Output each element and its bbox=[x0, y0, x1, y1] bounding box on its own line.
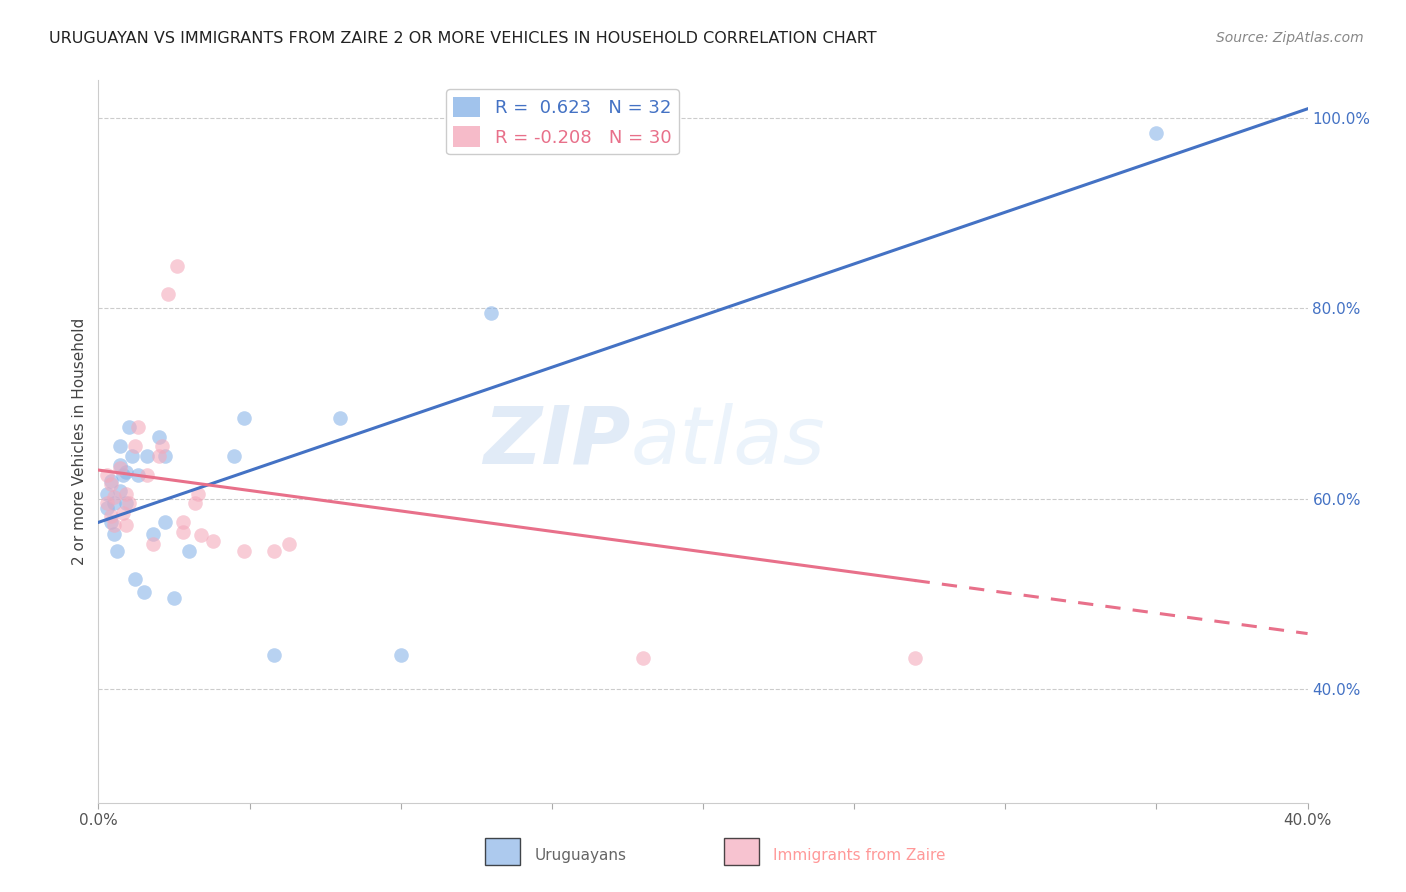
Point bbox=[148, 430, 170, 444]
Point bbox=[124, 573, 146, 587]
Point bbox=[108, 483, 131, 498]
Point bbox=[1144, 126, 1167, 140]
Point bbox=[187, 487, 209, 501]
Point bbox=[127, 467, 149, 482]
Point bbox=[184, 496, 207, 510]
Text: URUGUAYAN VS IMMIGRANTS FROM ZAIRE 2 OR MORE VEHICLES IN HOUSEHOLD CORRELATION C: URUGUAYAN VS IMMIGRANTS FROM ZAIRE 2 OR … bbox=[49, 31, 877, 46]
Point bbox=[103, 496, 125, 510]
Point bbox=[148, 449, 170, 463]
Point bbox=[153, 516, 176, 530]
Point bbox=[150, 439, 173, 453]
Point bbox=[96, 487, 118, 501]
Point bbox=[111, 467, 134, 482]
Point bbox=[127, 420, 149, 434]
Text: ZIP: ZIP bbox=[484, 402, 630, 481]
FancyBboxPatch shape bbox=[724, 838, 759, 865]
Point bbox=[118, 496, 141, 510]
Point bbox=[232, 544, 254, 558]
Text: Immigrants from Zaire: Immigrants from Zaire bbox=[773, 848, 946, 863]
Point bbox=[153, 449, 176, 463]
Point bbox=[105, 544, 128, 558]
Point bbox=[224, 449, 246, 463]
Point bbox=[481, 306, 503, 320]
Point bbox=[103, 518, 125, 533]
Point bbox=[96, 501, 118, 516]
Point bbox=[135, 467, 157, 482]
Point bbox=[904, 651, 927, 665]
Point bbox=[100, 477, 122, 491]
Point bbox=[96, 467, 118, 482]
Point bbox=[103, 526, 125, 541]
Point bbox=[263, 544, 285, 558]
FancyBboxPatch shape bbox=[485, 838, 520, 865]
Legend: R =  0.623   N = 32, R = -0.208   N = 30: R = 0.623 N = 32, R = -0.208 N = 30 bbox=[446, 89, 679, 154]
Y-axis label: 2 or more Vehicles in Household: 2 or more Vehicles in Household bbox=[72, 318, 87, 566]
Point bbox=[329, 410, 352, 425]
Point bbox=[114, 518, 136, 533]
Point bbox=[114, 487, 136, 501]
Point bbox=[132, 584, 155, 599]
Point bbox=[114, 496, 136, 510]
Point bbox=[108, 439, 131, 453]
Point bbox=[172, 524, 194, 539]
Point bbox=[100, 516, 122, 530]
Point bbox=[100, 508, 122, 523]
Point bbox=[166, 259, 188, 273]
Point bbox=[124, 439, 146, 453]
Text: atlas: atlas bbox=[630, 402, 825, 481]
Point bbox=[263, 648, 285, 663]
Point bbox=[172, 516, 194, 530]
Point bbox=[156, 287, 179, 301]
Point bbox=[108, 458, 131, 473]
Point bbox=[108, 461, 131, 475]
Point bbox=[179, 544, 201, 558]
Text: Uruguayans: Uruguayans bbox=[534, 848, 626, 863]
Point bbox=[100, 475, 122, 489]
Point bbox=[135, 449, 157, 463]
Point bbox=[232, 410, 254, 425]
Text: Source: ZipAtlas.com: Source: ZipAtlas.com bbox=[1216, 31, 1364, 45]
Point bbox=[142, 537, 165, 551]
Point bbox=[202, 534, 225, 549]
Point bbox=[121, 449, 143, 463]
Point bbox=[277, 537, 299, 551]
Point bbox=[163, 591, 186, 606]
Point bbox=[103, 490, 125, 504]
Point bbox=[118, 420, 141, 434]
Point bbox=[389, 648, 412, 663]
Point bbox=[631, 651, 654, 665]
Point bbox=[114, 465, 136, 479]
Point bbox=[96, 496, 118, 510]
Point bbox=[190, 527, 212, 541]
Point bbox=[111, 506, 134, 520]
Point bbox=[142, 526, 165, 541]
